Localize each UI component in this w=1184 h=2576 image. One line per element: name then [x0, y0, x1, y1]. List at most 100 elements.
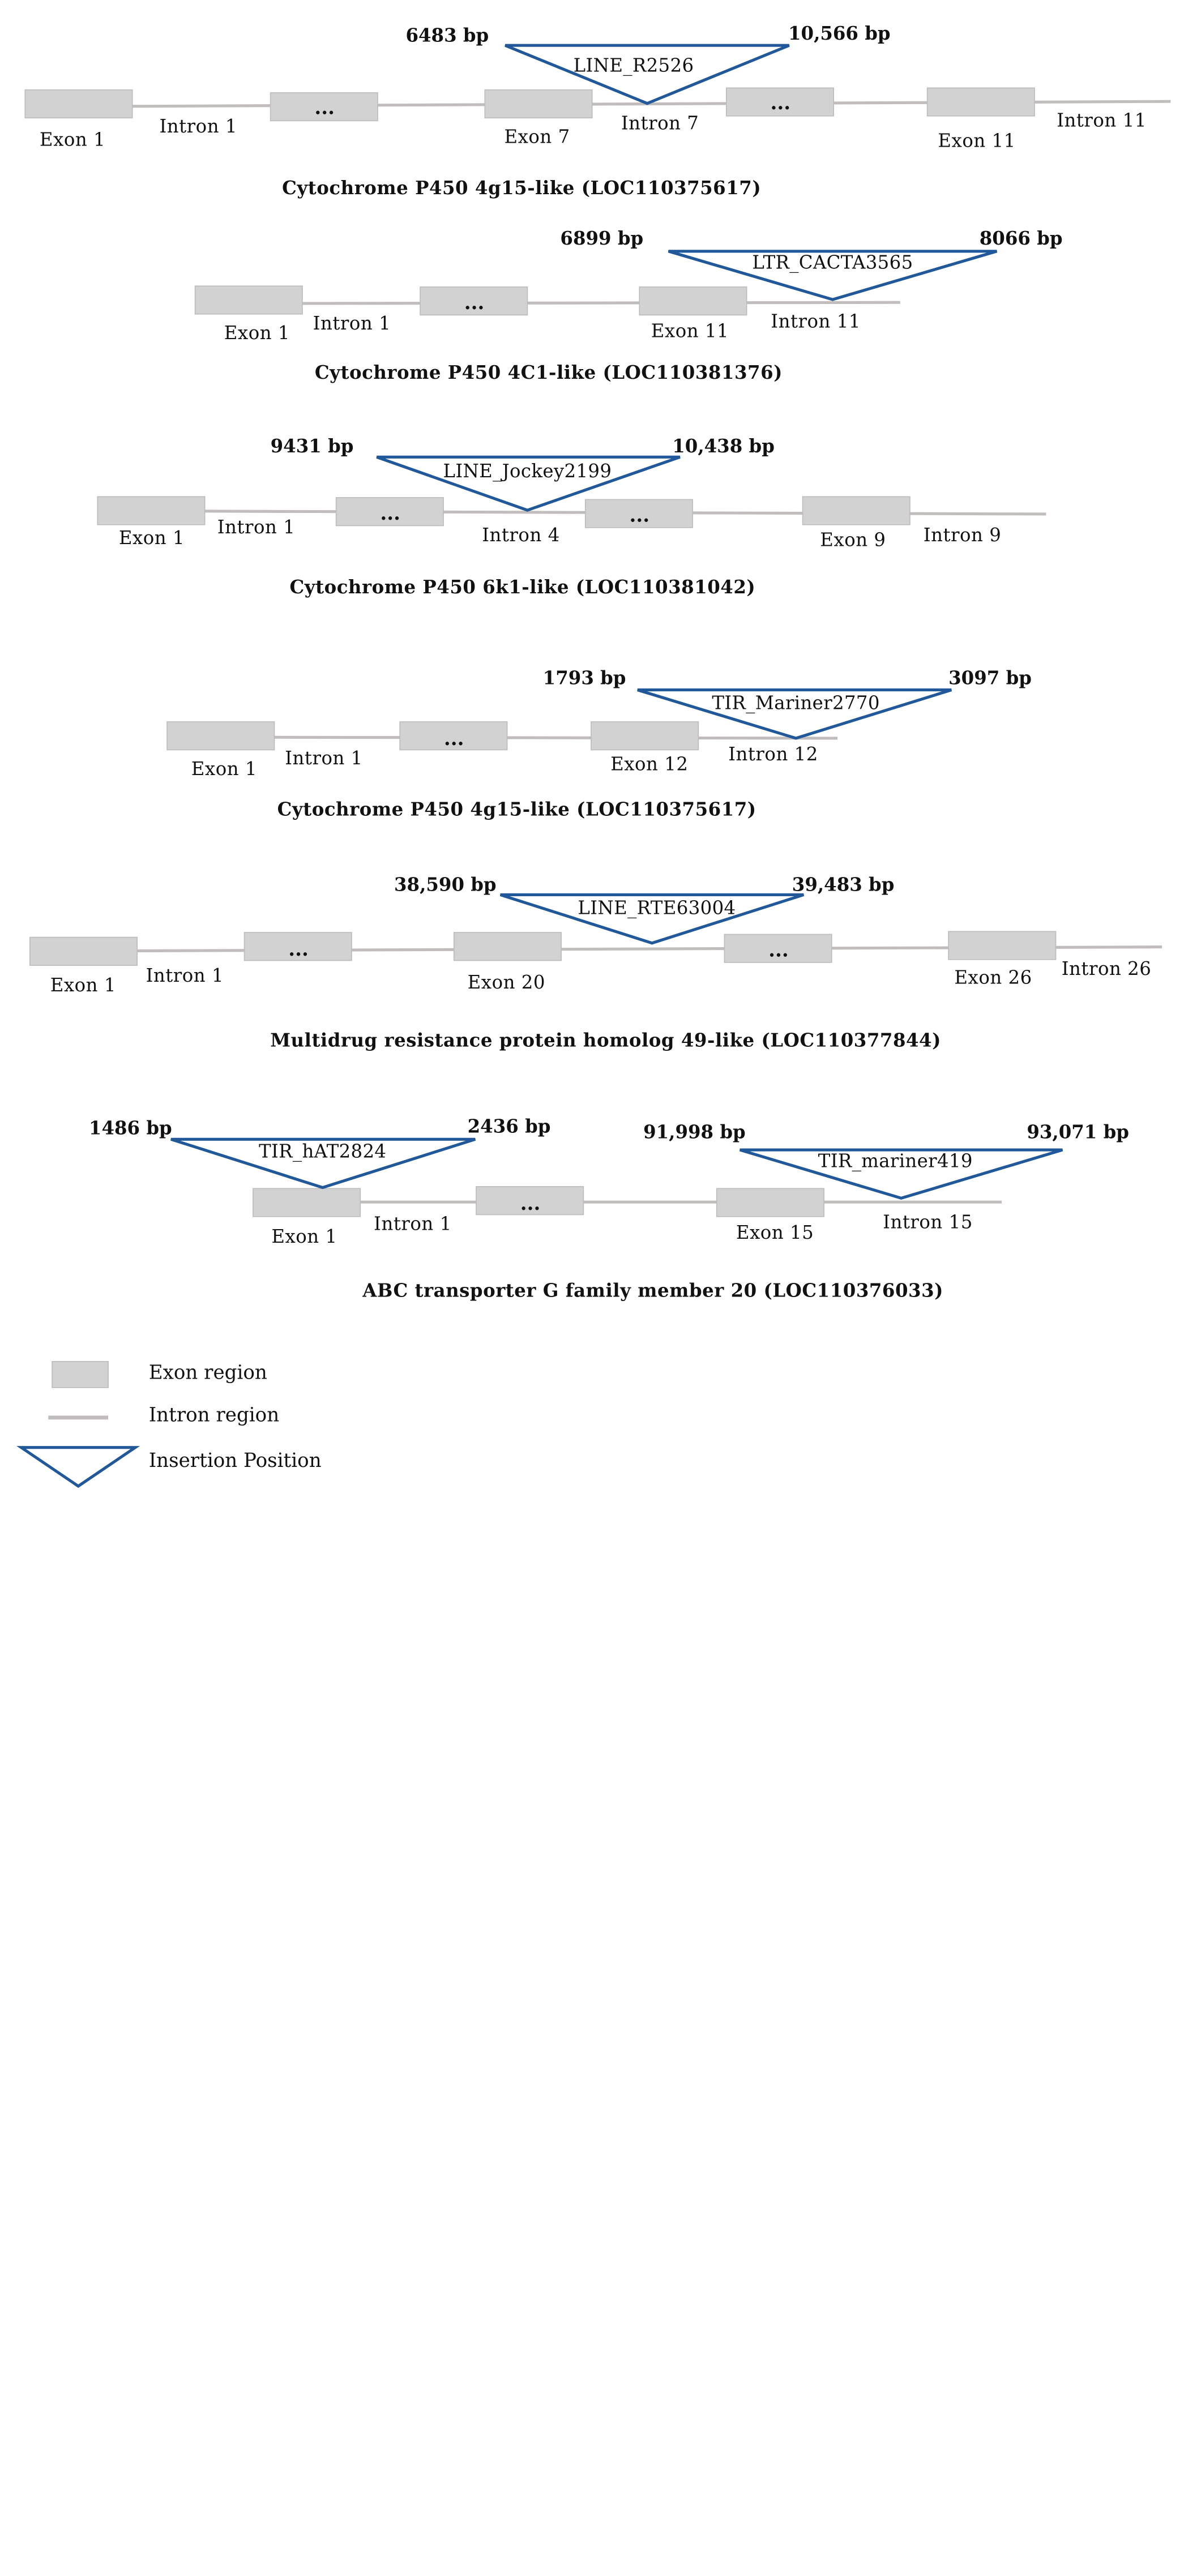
- exon-gap-box: [476, 1186, 584, 1216]
- legend-insertion-swatch: [16, 1446, 140, 1488]
- te-element-label: TIR_mariner419: [818, 1150, 973, 1172]
- exon-box: [484, 89, 593, 119]
- exon-box: [24, 89, 133, 119]
- intron-line: [274, 735, 837, 740]
- exon-box: [194, 285, 303, 315]
- exon-label: Exon 15: [736, 1222, 814, 1243]
- gap-marker: ...: [464, 292, 485, 314]
- gene-structure-1: ... ... LINE_R2526 6483 bp 10,566 bp Exo…: [24, 23, 1171, 199]
- intron-label: Intron 11: [771, 311, 861, 332]
- exon-label: Exon 1: [50, 974, 116, 996]
- exon-box: [802, 496, 911, 525]
- insertion-start-label: 9431 bp: [271, 435, 354, 457]
- exon-box: [253, 1188, 361, 1217]
- gene-title: Multidrug resistance protein homolog 49-…: [270, 1029, 941, 1051]
- exon-box: [97, 496, 206, 525]
- gap-marker: ...: [380, 502, 400, 525]
- insertion-triangle: [637, 688, 952, 740]
- te-element-label: LINE_Jockey2199: [443, 460, 612, 482]
- gap-marker: ...: [288, 938, 309, 961]
- legend: Exon region Intron region Insertion Posi…: [16, 1360, 322, 1488]
- exon-label: Exon 11: [938, 130, 1015, 151]
- intron-label: Intron 12: [728, 743, 818, 765]
- insertion-start-label: 6483 bp: [405, 24, 489, 46]
- intron-label: Intron 4: [482, 524, 560, 546]
- exon-label: Exon 1: [40, 129, 105, 151]
- intron-label: Intron 1: [217, 516, 296, 538]
- intron-label: Intron 11: [1057, 110, 1147, 131]
- insertion-end-label: 39,483 bp: [792, 874, 895, 896]
- gene-title: Cytochrome P450 4C1-like (LOC110381376): [315, 362, 783, 383]
- exon-gap-box: [270, 92, 378, 122]
- insertion-start-label: 6899 bp: [560, 228, 643, 249]
- intron-label: Intron 1: [159, 115, 237, 137]
- exon-box: [29, 936, 138, 966]
- exon-box: [716, 1188, 824, 1217]
- intron-label: Intron 26: [1062, 958, 1152, 979]
- gene-structure-2: ... LTR_CACTA3565 6899 bp 8066 bp Exon 1…: [194, 228, 1063, 383]
- insertion-triangle: [739, 1148, 1063, 1200]
- legend-intron-label: Intron region: [149, 1404, 280, 1427]
- exon-label: Exon 7: [504, 126, 570, 148]
- intron-label: Intron 15: [883, 1211, 973, 1233]
- exon-label: Exon 1: [191, 758, 257, 780]
- exon-label: Exon 11: [651, 320, 729, 342]
- exon-label: Exon 12: [610, 753, 688, 774]
- intron-label: Intron 1: [146, 965, 224, 986]
- gene-title: ABC transporter G family member 20 (LOC1…: [362, 1280, 943, 1301]
- exon-box: [453, 932, 562, 961]
- insertion-start-label: 38,590 bp: [394, 874, 497, 896]
- exon-box: [926, 87, 1035, 117]
- legend-exon-label: Exon region: [149, 1362, 267, 1384]
- gene-structure-3: ... ... LINE_Jockey2199 9431 bp 10,438 b…: [97, 435, 1046, 598]
- insertion-triangle: [376, 455, 681, 512]
- gene-title: Cytochrome P450 4g15-like (LOC110375617): [277, 798, 756, 820]
- te-element-label: LINE_RTE63004: [578, 897, 736, 919]
- insertion-triangle: [499, 893, 805, 945]
- intron-label: Intron 1: [285, 747, 363, 769]
- te-element-label: TIR_Mariner2770: [712, 692, 879, 714]
- exon-label: Exon 1: [119, 527, 185, 549]
- gap-marker: ...: [629, 504, 649, 527]
- gap-marker: ...: [444, 728, 464, 750]
- gap-marker: ...: [768, 939, 789, 962]
- exon-gap-box: [399, 721, 508, 751]
- diagram-svg: ... ... LINE_R2526 6483 bp 10,566 bp Exo…: [16, 23, 1171, 1488]
- insertion-end-label: 93,071 bp: [1027, 1122, 1129, 1143]
- exon-label: Exon 1: [271, 1226, 337, 1247]
- intron-label: Intron 9: [924, 524, 1002, 546]
- intron-label: Intron 7: [621, 113, 699, 134]
- gene-title: Cytochrome P450 4g15-like (LOC110375617): [282, 177, 761, 199]
- te-element-label: TIR_hAT2824: [259, 1141, 386, 1162]
- exon-gap-box: [724, 934, 832, 963]
- gene-structure-4: ... TIR_Mariner2770 1793 bp 3097 bp Exon…: [166, 667, 1032, 820]
- exon-gap-box: [584, 499, 693, 528]
- gene-title: Cytochrome P450 6k1-like (LOC110381042): [289, 576, 755, 598]
- intron-label: Intron 1: [313, 313, 391, 334]
- insertion-start-label: 1486 bp: [89, 1118, 172, 1139]
- te-element-label: LTR_CACTA3565: [752, 251, 913, 273]
- gene-structure-5: ... ... LINE_RTE63004 38,590 bp 39,483 b…: [29, 874, 1162, 1051]
- exon-label: Exon 26: [954, 966, 1032, 988]
- insertion-start-label: 91,998 bp: [643, 1122, 746, 1143]
- gap-marker: ...: [520, 1192, 541, 1215]
- gene-structure-6: ... TIR_hAT2824 1486 bp 2436 bp TIR_mari…: [89, 1115, 1129, 1301]
- insertion-end-label: 10,566 bp: [788, 23, 891, 44]
- exon-label: Exon 9: [820, 529, 886, 550]
- insertion-triangle: [505, 44, 790, 105]
- exon-box: [639, 286, 747, 316]
- insertion-end-label: 3097 bp: [948, 667, 1032, 688]
- exon-gap-box: [335, 497, 444, 527]
- insertion-triangle: [170, 1137, 476, 1189]
- exon-gap-box: [725, 87, 835, 117]
- intron-line: [302, 301, 900, 305]
- exon-gap-box: [243, 932, 352, 961]
- gap-marker: ...: [314, 96, 335, 119]
- exon-label: Exon 20: [468, 972, 545, 993]
- exon-label: Exon 1: [224, 322, 290, 344]
- gap-marker: ...: [771, 92, 791, 114]
- insertion-triangle: [668, 250, 998, 301]
- exon-box: [948, 931, 1057, 960]
- te-element-label: LINE_R2526: [574, 54, 694, 76]
